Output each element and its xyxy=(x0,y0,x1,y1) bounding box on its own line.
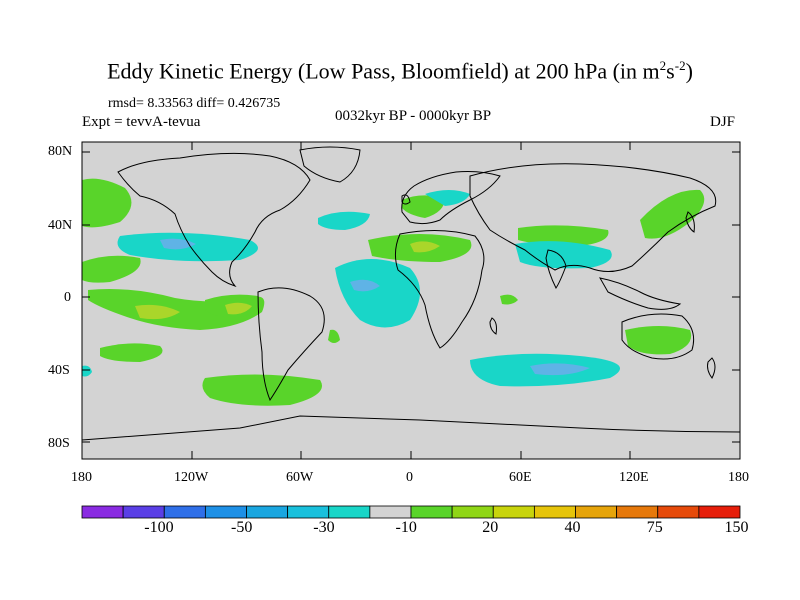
colorbar-swatch xyxy=(328,505,371,519)
colorbar-label: -100 xyxy=(144,519,174,536)
pos-core-3 xyxy=(410,241,440,253)
lat-label-80n: 80N xyxy=(48,144,73,159)
anomaly-contours xyxy=(82,146,740,441)
pos-core-2 xyxy=(225,302,252,315)
lat-ticks xyxy=(82,151,740,443)
coast-africa xyxy=(394,229,485,349)
colorbar-label: -10 xyxy=(395,519,417,536)
coast-europe xyxy=(401,171,501,225)
coast-japan xyxy=(685,211,695,233)
colorbar-label: 150 xyxy=(724,519,749,536)
pos-region-europe xyxy=(402,195,445,218)
colorbar-swatch xyxy=(287,505,330,519)
colorbar-label: 75 xyxy=(646,519,663,536)
lat-label-0: 0 xyxy=(64,290,71,305)
colorbar-swatch xyxy=(163,505,206,519)
colorbar-swatch xyxy=(81,505,124,519)
colorbar-swatch xyxy=(204,505,247,519)
lon-ticks xyxy=(191,142,631,459)
pos-region-japan xyxy=(640,189,705,239)
pos-region-s-america xyxy=(328,329,340,343)
season-label: DJF xyxy=(710,114,736,130)
pos-region-s-ocean xyxy=(202,374,322,406)
plot-title: Eddy Kinetic Energy (Low Pass, Bloomfiel… xyxy=(107,58,693,84)
colorbar-swatch xyxy=(451,505,494,519)
pos-core-1 xyxy=(135,304,180,320)
pos-region-s-pacific-mid xyxy=(100,343,163,362)
neg-core-3 xyxy=(530,363,590,376)
colorbar-swatch xyxy=(246,505,289,519)
coastlines xyxy=(82,146,740,441)
coast-greenland xyxy=(299,146,361,183)
pos-region-n-pacific-east xyxy=(82,255,141,283)
strong-positive-cores xyxy=(135,241,440,320)
neg-region-asia xyxy=(515,241,612,269)
neg-region-europe-n xyxy=(425,190,470,206)
stats-text: rmsd= 8.33563 diff= 0.426735 xyxy=(108,96,281,111)
colorbar-swatch xyxy=(698,505,741,519)
colorbar-swatch xyxy=(122,505,165,519)
colorbar-swatch xyxy=(533,505,576,519)
colorbar-swatch xyxy=(657,505,700,519)
lon-label-180w: 180 xyxy=(71,470,92,485)
coast-south-america xyxy=(257,287,325,402)
colorbar-label: -50 xyxy=(231,519,253,536)
neg-core-2 xyxy=(350,279,380,292)
coast-uk xyxy=(401,194,411,205)
lon-label-60e: 60E xyxy=(509,470,532,485)
coast-se-asia xyxy=(599,277,682,310)
coast-india xyxy=(545,249,567,289)
lat-label-40n: 40N xyxy=(48,218,73,233)
pos-region-asia xyxy=(518,225,609,246)
coast-antarctica xyxy=(82,415,740,441)
coast-australia xyxy=(621,313,695,360)
lat-label-40s: 40S xyxy=(48,363,70,378)
colorbar-label: -30 xyxy=(313,519,335,536)
colorbar-swatch xyxy=(575,505,618,519)
pos-region-n-pacific-west xyxy=(82,178,132,228)
pos-region-s-pacific xyxy=(88,289,265,330)
lat-label-80s: 80S xyxy=(48,436,70,451)
colorbar-label: 40 xyxy=(564,519,581,536)
neg-region-n-atlantic xyxy=(318,211,370,230)
lon-label-120w: 120W xyxy=(174,470,209,485)
colorbar-label: 20 xyxy=(482,519,499,536)
pos-region-indian-ocean xyxy=(500,294,518,305)
period-label: 0032kyr BP - 0000kyr BP xyxy=(334,108,492,124)
neg-region-trop-atlantic xyxy=(335,259,420,328)
coast-madagascar xyxy=(489,317,497,335)
coast-north-america xyxy=(117,152,311,288)
neg-region-s-atlantic-w xyxy=(82,365,92,377)
coast-new-zealand xyxy=(707,357,716,379)
lon-label-0: 0 xyxy=(406,470,413,485)
coast-asia xyxy=(469,163,717,272)
colorbar-swatch xyxy=(410,505,453,519)
pos-region-australia xyxy=(625,326,692,355)
lon-label-60w: 60W xyxy=(286,470,314,485)
experiment-label: Expt = tevvA-tevua xyxy=(82,114,201,130)
lon-label-120e: 120E xyxy=(619,470,649,485)
lon-label-180e: 180 xyxy=(728,470,749,485)
colorbar-swatch xyxy=(369,505,412,519)
colorbar xyxy=(81,505,741,519)
colorbar-swatch xyxy=(492,505,535,519)
colorbar-swatch xyxy=(616,505,659,519)
